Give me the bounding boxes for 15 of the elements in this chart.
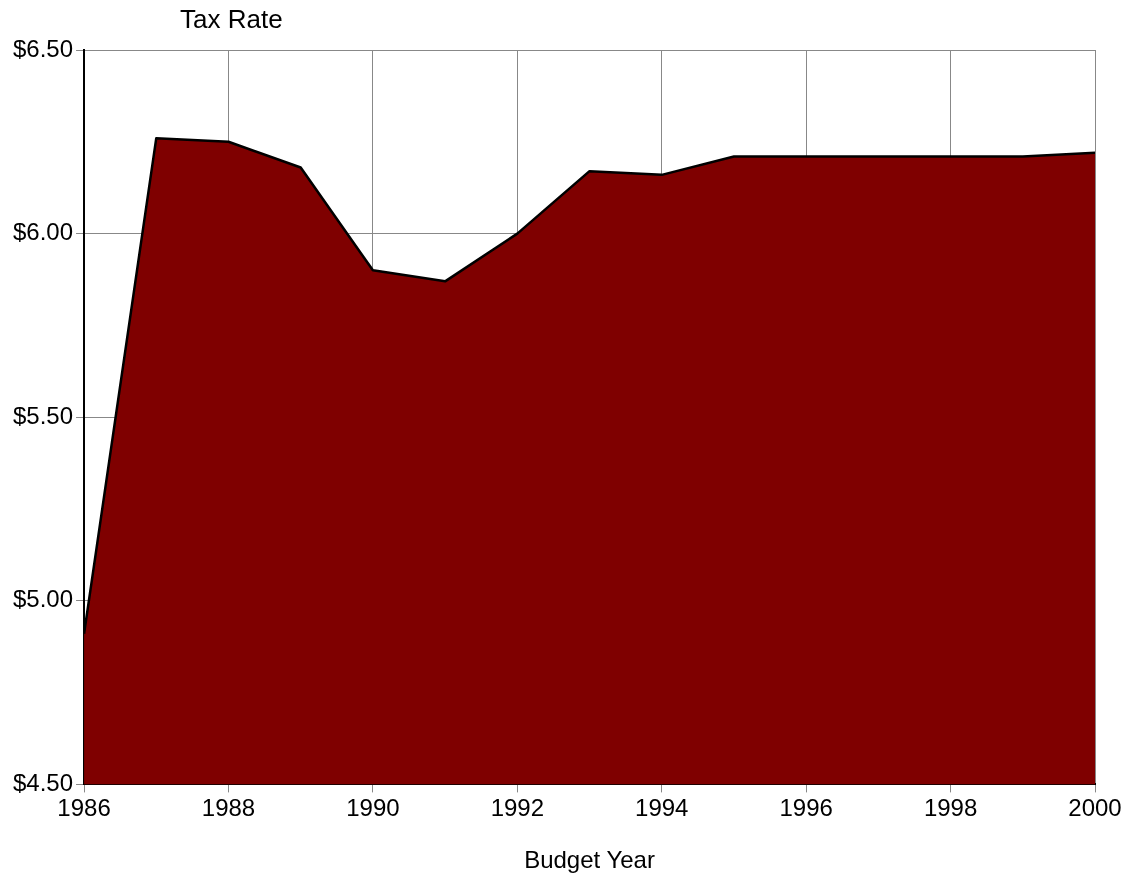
y-tick-label: $4.50 [13,769,74,797]
y-tick-label: $6.00 [13,218,74,246]
x-tick-label: 1992 [490,794,545,822]
y-tick-label: $6.50 [13,34,74,62]
y-tick-label: $5.50 [13,401,74,429]
x-axis-title: Budget Year [524,846,655,874]
x-tick-label: 2000 [1068,794,1122,822]
x-tick-label: 1990 [346,794,400,822]
x-tick-label: 1988 [201,794,256,822]
x-tick-label: 1996 [779,794,833,822]
x-tick-label: 1994 [635,794,689,822]
x-tick-label: 1986 [57,794,111,822]
y-tick-label: $5.00 [13,585,74,613]
y-axis-title: Tax Rate [180,4,283,35]
x-tick-label: 1998 [923,794,978,822]
